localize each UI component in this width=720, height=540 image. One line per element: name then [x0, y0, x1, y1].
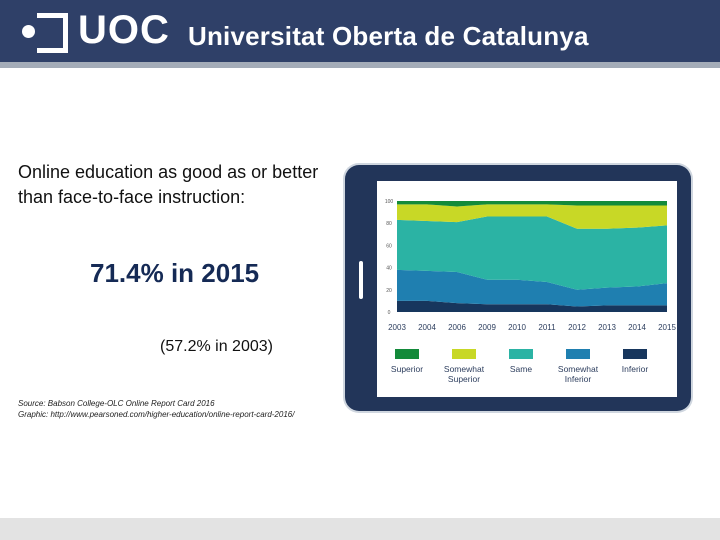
header-bar: UOC Universitat Oberta de Catalunya — [0, 0, 720, 62]
legend-label: Superior — [448, 374, 480, 384]
headline-text: Online education as good as or better th… — [18, 162, 319, 207]
legend-swatch — [452, 349, 476, 359]
series-area-inferior — [397, 300, 667, 312]
legend-label: Somewhat — [558, 364, 599, 374]
x-tick-label: 2004 — [418, 323, 436, 332]
series-area-same — [397, 216, 667, 290]
footer-bar — [0, 518, 720, 540]
tablet-frame: 0 20 40 60 80 100 2003 2004 2006 2009 2010 2011 2012… — [345, 165, 691, 411]
series-area-somewhat-inferior — [397, 269, 667, 307]
legend-label: Same — [510, 364, 532, 374]
logo-dot-icon — [22, 25, 35, 38]
x-tick-label: 2014 — [628, 323, 646, 332]
source-line: Source: Babson College-OLC Online Report… — [18, 399, 215, 408]
y-tick-label: 100 — [385, 199, 394, 205]
y-tick-label: 40 — [386, 266, 392, 272]
x-tick-label: 2006 — [448, 323, 466, 332]
legend-label: Somewhat — [444, 364, 485, 374]
x-tick-label: 2015 — [658, 323, 676, 332]
legend-label: Inferior — [622, 364, 649, 374]
series-area-superior — [397, 201, 667, 207]
brand-short: UOC — [78, 8, 170, 52]
legend-swatch — [509, 349, 533, 359]
legend-swatch — [395, 349, 419, 359]
legend-swatch — [566, 349, 590, 359]
x-tick-label: 2003 — [388, 323, 406, 332]
legend-label: Superior — [391, 364, 423, 374]
graphic-source-line: Graphic: http://www.pearsoned.com/higher… — [18, 410, 295, 419]
header-divider — [0, 62, 720, 68]
uoc-logo-mark — [22, 13, 68, 53]
y-tick-label: 20 — [386, 288, 392, 294]
x-tick-label: 2009 — [478, 323, 496, 332]
x-tick-label: 2010 — [508, 323, 526, 332]
tablet-screen: 0 20 40 60 80 100 2003 2004 2006 2009 2010 2011 2012… — [377, 181, 677, 397]
x-tick-label: 2012 — [568, 323, 586, 332]
legend-label: Inferior — [565, 374, 592, 384]
y-tick-label: 80 — [386, 221, 392, 227]
tablet-home-button — [359, 261, 363, 299]
stacked-area-chart: 0 20 40 60 80 100 2003 2004 2006 2009 2010 2011 2012… — [385, 199, 677, 384]
stat-2015: 71.4% in 2015 — [90, 258, 260, 288]
legend-swatch — [623, 349, 647, 359]
brand-full-name: Universitat Oberta de Catalunya — [188, 21, 589, 51]
stat-2003: (57.2% in 2003) — [160, 338, 273, 355]
logo-bracket-icon — [37, 13, 68, 53]
x-tick-label: 2011 — [538, 323, 556, 332]
y-tick-label: 60 — [386, 243, 392, 249]
y-tick-label: 0 — [388, 310, 391, 316]
source-note: Source: Babson College-OLC Online Report… — [18, 398, 294, 420]
x-tick-label: 2013 — [598, 323, 616, 332]
